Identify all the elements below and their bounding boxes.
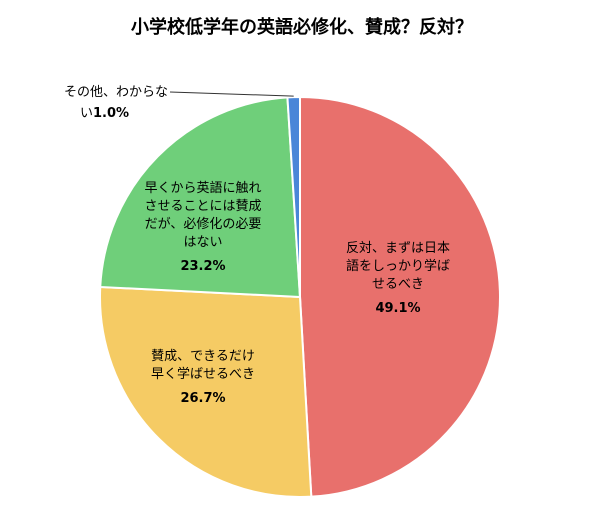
- pie-slice-2: [99, 96, 302, 299]
- slice-label-line: 賛成、できるだけ: [151, 349, 255, 364]
- pie-slices: [99, 95, 501, 498]
- slice-label-line: 語をしっかり学ば: [346, 258, 450, 274]
- slice-label-line: だが、必修化の必要: [145, 217, 262, 232]
- pie-slice-0: [299, 95, 501, 498]
- slice-label-line: い1.0%: [80, 106, 129, 121]
- pie-slice-3: [286, 95, 301, 298]
- slice-value-label: 23.2%: [180, 259, 225, 274]
- slice-label-line: 反対、まずは日本: [346, 241, 450, 256]
- slice-label-line: 早く学ばせるべき: [151, 366, 255, 382]
- pie-slice-1: [99, 285, 313, 498]
- leader-line: [169, 91, 294, 97]
- chart-title: 小学校低学年の英語必修化、賛成？反対？: [131, 16, 473, 38]
- slice-label-line: せるべき: [372, 277, 424, 292]
- slice-value-label: 1.0%: [93, 106, 129, 121]
- slice-label-line: その他、わからな: [64, 85, 168, 100]
- slice-label-line: 早くから英語に触れ: [144, 180, 261, 196]
- slice-value-label: 26.7%: [180, 391, 225, 406]
- slice-value-label: 49.1%: [375, 301, 420, 316]
- slice-label-line: はない: [183, 235, 222, 250]
- slice-label-line: させることには賛成: [144, 199, 261, 214]
